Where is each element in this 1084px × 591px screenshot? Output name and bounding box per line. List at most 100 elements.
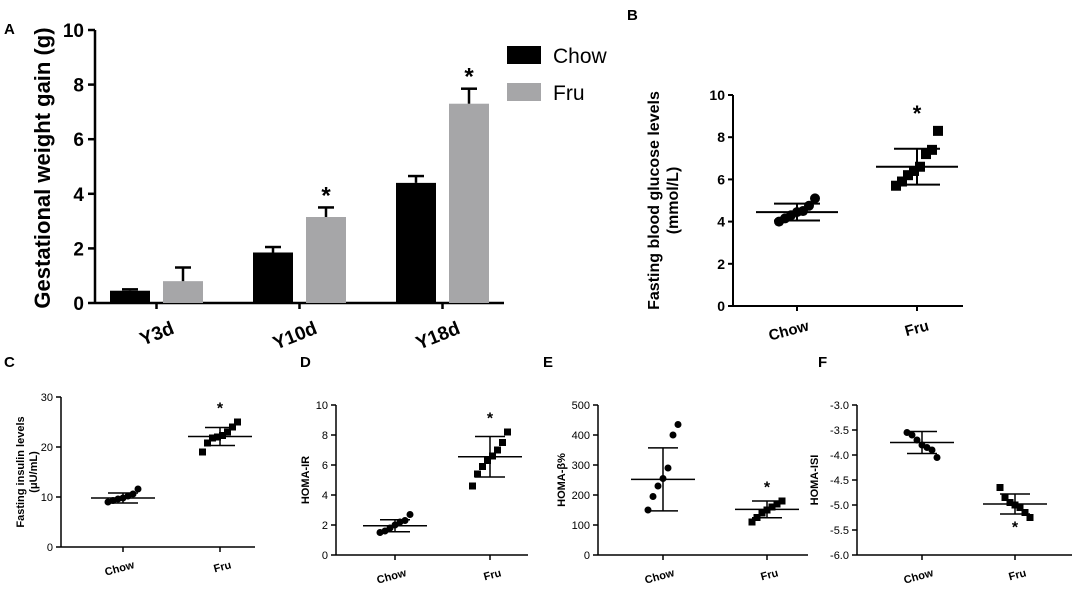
significance-star-f: * — [1012, 520, 1019, 537]
y-tick-label-e: 200 — [572, 490, 590, 502]
data-point-chow-f — [928, 446, 936, 454]
y-tick-label-d: 2 — [322, 520, 328, 532]
y-tick-label-b: 2 — [717, 256, 725, 272]
data-point-fru-d — [469, 482, 476, 490]
y-axis-label-line2-b: (mmol/L) — [665, 167, 682, 235]
data-point-chow-e — [664, 464, 672, 472]
significance-star-e: * — [764, 480, 771, 497]
y-tick-label-e: 500 — [572, 400, 590, 412]
panel-label-e: E — [543, 354, 553, 371]
y-tick-label-d: 0 — [322, 550, 328, 562]
data-point-fru-f — [1021, 509, 1029, 516]
x-tick-label-fru-b: Fru — [903, 317, 931, 340]
y-tick-label-b: 8 — [717, 129, 725, 145]
bar-fru-y3d — [163, 281, 203, 303]
y-tick-label-a: 2 — [73, 239, 84, 260]
data-point-chow-b — [804, 200, 814, 211]
data-point-fru-e — [773, 500, 781, 508]
data-point-fru-b — [927, 144, 937, 155]
data-point-fru-e — [768, 503, 776, 511]
data-point-fru-d — [504, 428, 511, 436]
y-tick-label-f: -5.0 — [830, 500, 849, 512]
y-tick-label-a: 6 — [73, 130, 84, 151]
x-tick-label-y18d: Y18d — [413, 318, 463, 354]
y-tick-label-e: 100 — [572, 520, 590, 532]
data-point-fru-c — [219, 432, 226, 439]
x-tick-label-chow-b: Chow — [767, 317, 811, 344]
data-point-fru-e — [763, 506, 771, 514]
data-point-fru-f — [1006, 499, 1014, 506]
data-point-fru-b — [921, 149, 931, 160]
data-point-fru-e — [748, 518, 756, 526]
data-point-chow-c — [134, 485, 142, 493]
chart-panel-d: 0 2 4 6 8 10 HOMA-IR Chow Fru * — [300, 400, 528, 587]
data-point-fru-f — [1011, 501, 1019, 509]
significance-star-d: * — [487, 411, 494, 428]
significance-star-c: * — [217, 401, 224, 418]
chart-panel-e: 0 100 200 300 400 500 HOMA-β% Chow Fru * — [556, 400, 808, 587]
data-point-chow-e — [669, 431, 677, 439]
y-tick-label-f: -3.0 — [830, 400, 849, 412]
data-point-fru-b — [891, 180, 901, 191]
y-tick-label-f: -5.5 — [830, 525, 849, 537]
y-tick-label-b: 4 — [717, 214, 725, 230]
significance-star-y10d: * — [321, 182, 331, 209]
data-point-fru-f — [1016, 504, 1024, 511]
y-tick-label-f: -3.5 — [830, 425, 849, 437]
data-point-fru-d — [489, 452, 496, 460]
x-tick-label-y10d: Y10d — [270, 318, 320, 354]
y-axis-label-d: HOMA-IR — [300, 456, 312, 504]
bar-chow-y10d — [253, 252, 293, 303]
y-tick-label-a: 0 — [73, 294, 84, 315]
y-tick-label-c: 20 — [41, 442, 53, 454]
data-point-chow-d — [406, 511, 414, 518]
data-point-fru-c — [229, 423, 236, 431]
y-tick-label-d: 10 — [316, 400, 328, 412]
data-point-fru-f — [1001, 494, 1009, 501]
data-point-chow-e — [654, 482, 662, 490]
y-tick-label-d: 6 — [322, 460, 328, 472]
y-tick-label-b: 6 — [717, 171, 725, 187]
data-point-chow-d — [401, 517, 409, 524]
y-tick-label-c: 10 — [41, 492, 53, 504]
data-point-chow-e — [659, 475, 667, 482]
data-point-fru-d — [479, 463, 486, 470]
data-point-chow-e — [649, 493, 657, 500]
significance-star-y18d: * — [464, 64, 474, 91]
x-tick-label-fru-e: Fru — [759, 567, 779, 583]
chart-panel-a: 0 2 4 6 8 10 Gestational weight gain (g) Y3d * Y1… — [30, 21, 608, 355]
data-point-chow-f — [908, 431, 916, 439]
x-tick-label-chow-d: Chow — [376, 567, 408, 586]
data-point-fru-d — [484, 457, 491, 464]
panel-label-f: F — [818, 354, 827, 371]
y-tick-label-a: 8 — [73, 76, 84, 97]
legend-label-fru: Fru — [553, 82, 585, 105]
data-point-fru-c — [234, 418, 241, 426]
y-tick-label-a: 10 — [63, 21, 84, 42]
y-axis-label-f: HOMA-ISI — [809, 455, 821, 506]
y-axis-label-e: HOMA-β% — [556, 453, 568, 507]
panel-label-b: B — [627, 7, 638, 24]
y-axis-label-b: Fasting blood glucose levels (mmol/L) — [646, 91, 682, 310]
y-axis-label-line1-c: Fasting insulin levels — [15, 416, 27, 527]
data-point-chow-e — [644, 506, 652, 514]
data-point-chow-e — [674, 421, 682, 428]
y-axis-label-line1-b: Fasting blood glucose levels — [646, 91, 663, 310]
x-tick-label-chow-c: Chow — [104, 559, 136, 578]
bar-chow-y3d — [110, 290, 150, 303]
data-point-chow-c — [129, 490, 137, 498]
data-point-fru-c — [204, 439, 211, 447]
y-tick-label-f: -4.0 — [830, 450, 849, 462]
legend-swatch-chow — [507, 46, 541, 64]
data-point-fru-e — [753, 514, 761, 521]
data-point-fru-c — [209, 434, 216, 442]
data-point-chow-f — [933, 454, 941, 461]
data-point-chow-f — [913, 436, 921, 444]
y-tick-label-b: 10 — [709, 87, 725, 103]
chart-panel-b: 0 2 4 6 8 10 Fasting blood glucose levels (mmol… — [646, 87, 963, 344]
data-point-fru-e — [758, 509, 766, 517]
y-tick-label-d: 4 — [322, 490, 328, 502]
panel-label-a: A — [4, 21, 15, 38]
